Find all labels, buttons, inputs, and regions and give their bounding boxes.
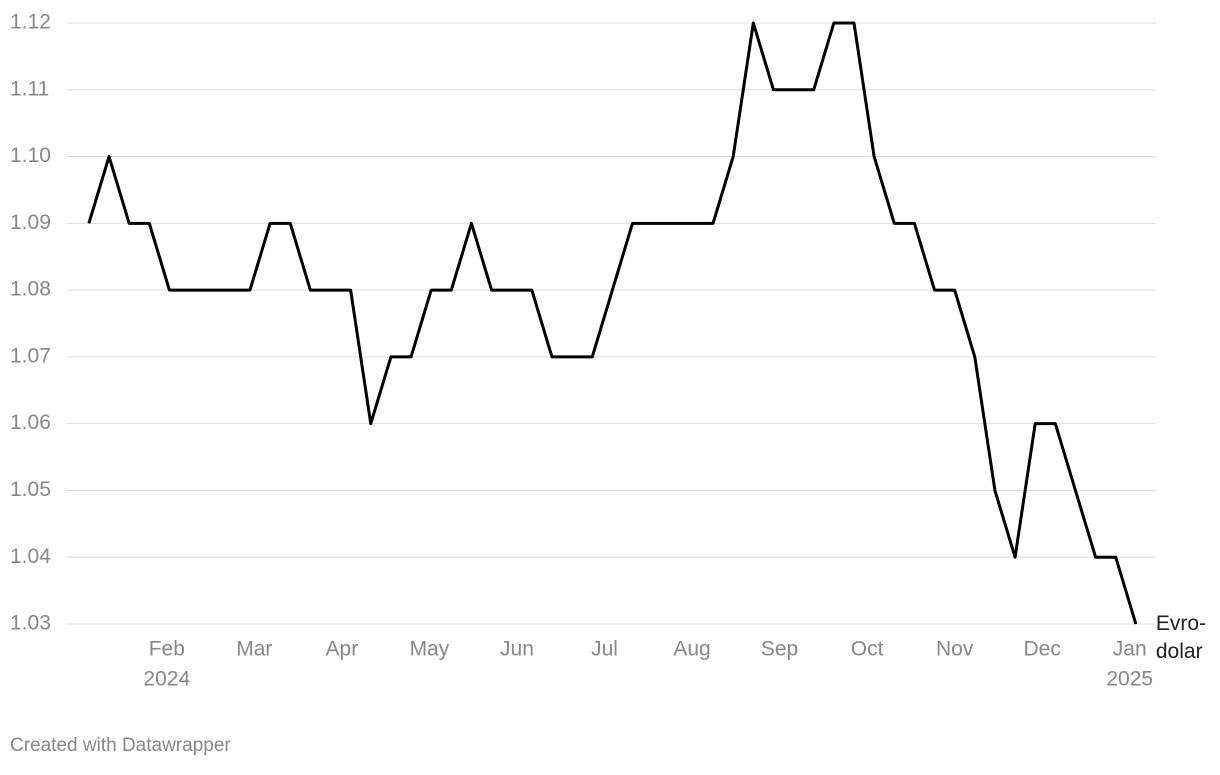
x-tick-label: Apr: [326, 638, 359, 661]
y-tick-label: 1.10: [10, 144, 51, 167]
x-tick-label: Dec: [1024, 638, 1061, 661]
line: [87, 21, 1138, 625]
x-tick-year: 2025: [1106, 668, 1153, 691]
series-label: Evro-dolar: [1156, 612, 1206, 663]
x-tick-label: Oct: [851, 638, 884, 661]
series-label-part: dolar: [1156, 640, 1203, 663]
x-tick-label: Nov: [936, 638, 974, 661]
y-tick-label: 1.09: [10, 211, 51, 234]
x-tick-label: Feb: [149, 638, 185, 661]
y-tick-label: 1.03: [10, 612, 51, 635]
x-tick-year: 2024: [143, 668, 190, 691]
x-tick-label: Aug: [673, 638, 710, 661]
x-tick-label: May: [410, 638, 450, 661]
x-tick-label: Sep: [761, 638, 798, 661]
x-tick-label: Jun: [500, 638, 534, 661]
y-tick-label: 1.11: [10, 77, 49, 100]
x-tick-label: Jan: [1113, 638, 1147, 661]
y-tick-label: 1.06: [10, 411, 51, 434]
y-tick-label: 1.12: [10, 11, 51, 34]
x-tick-label: Jul: [591, 638, 618, 661]
y-tick-label: 1.07: [10, 344, 51, 367]
x-tick-label: Mar: [236, 638, 272, 661]
footer: Created with Datawrapper: [10, 735, 231, 756]
y-tick-label: 1.05: [10, 478, 51, 501]
y-tick-label: 1.04: [10, 545, 51, 568]
y-tick-label: 1.08: [10, 278, 51, 301]
series-label-part: Evro-: [1156, 612, 1206, 635]
